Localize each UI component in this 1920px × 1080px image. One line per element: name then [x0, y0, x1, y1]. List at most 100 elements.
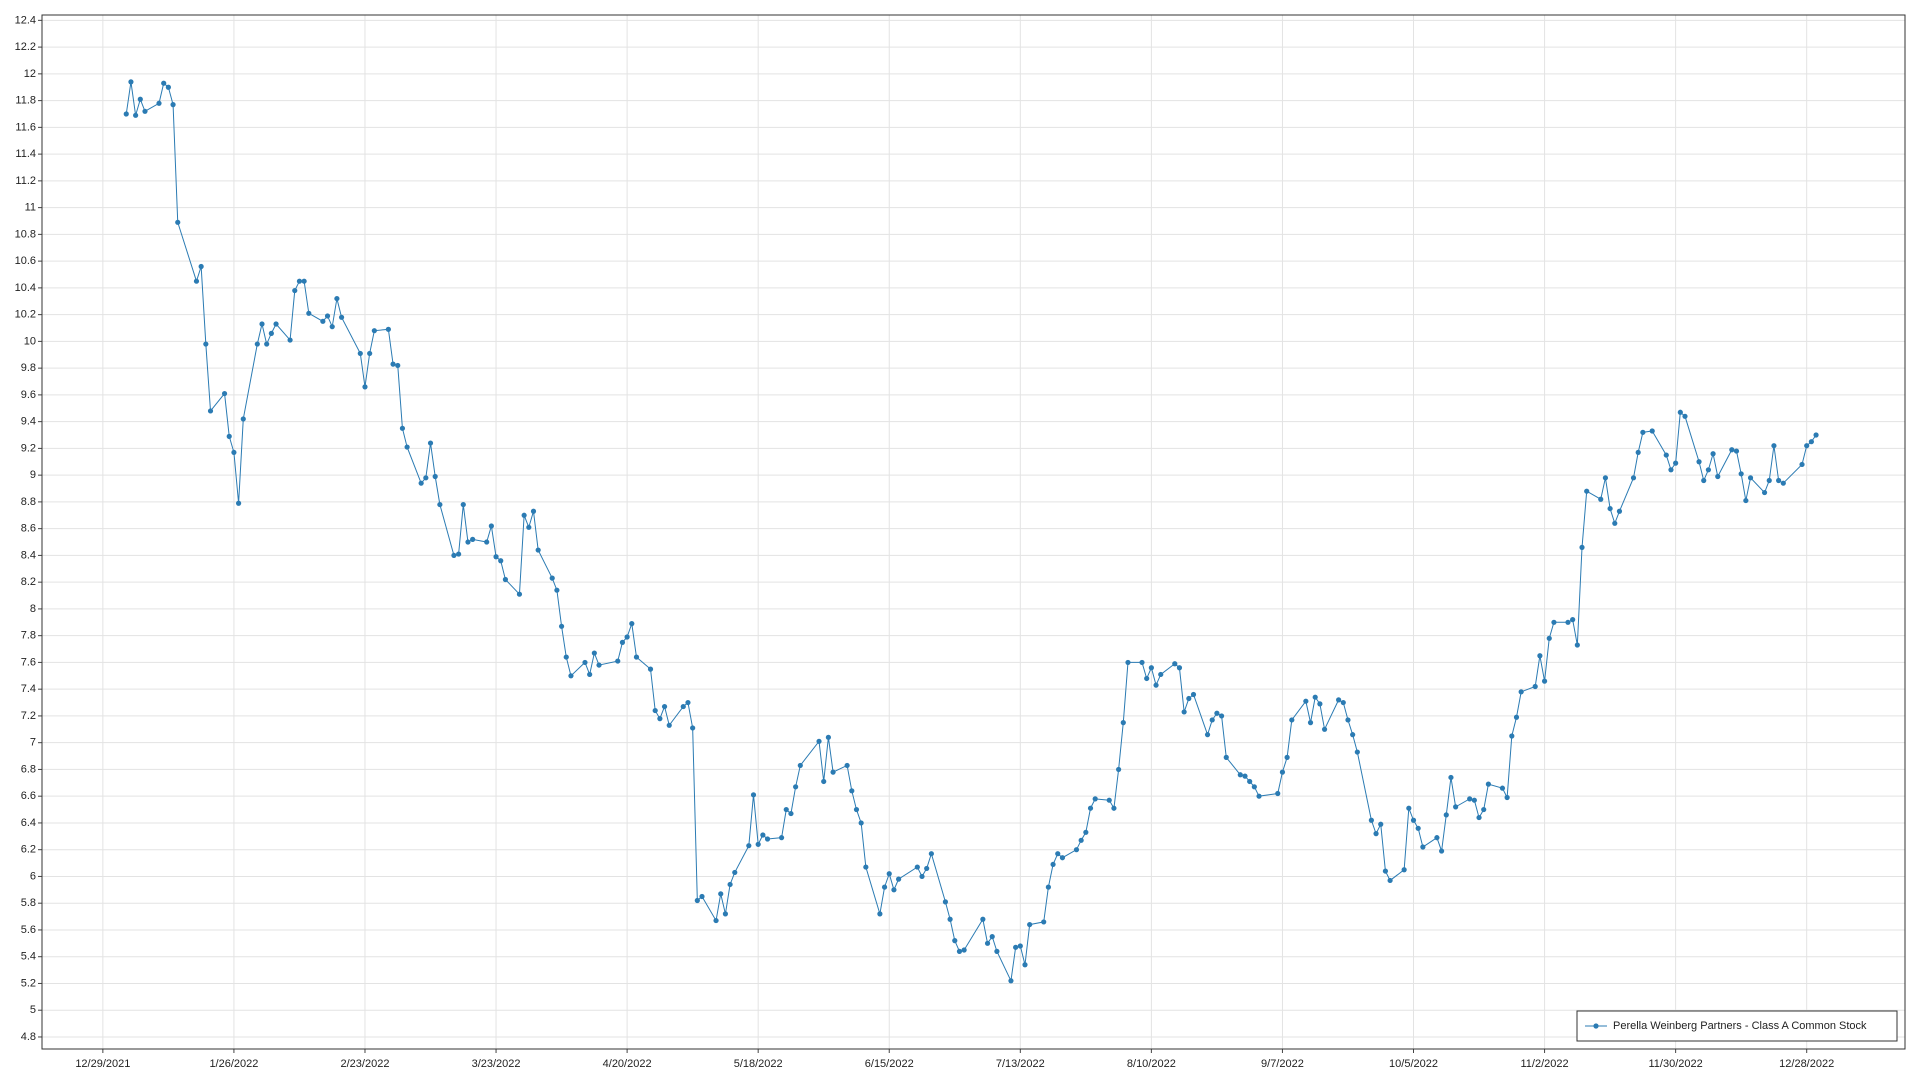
data-point [493, 554, 499, 560]
data-point [1640, 429, 1646, 435]
legend-label: Perella Weinberg Partners - Class A Comm… [1613, 1020, 1867, 1032]
data-point [1378, 821, 1384, 827]
data-point [470, 536, 476, 542]
data-point [1307, 720, 1314, 726]
data-point [1279, 769, 1286, 775]
data-point [1471, 797, 1477, 803]
x-tick-label: 12/28/2022 [1779, 1058, 1834, 1070]
data-point [652, 707, 658, 714]
data-point [1668, 467, 1674, 473]
data-point [1345, 717, 1351, 723]
data-point [1649, 428, 1655, 434]
data-point [292, 287, 298, 294]
data-point [498, 558, 504, 564]
data-point [516, 591, 523, 597]
data-point [1401, 867, 1407, 873]
y-tick-label: 8.2 [21, 576, 36, 588]
data-point [896, 876, 902, 882]
y-tick-label: 12.2 [15, 41, 36, 53]
data-point [825, 734, 831, 740]
data-point [395, 362, 401, 369]
data-point [554, 587, 560, 593]
data-point [633, 654, 640, 660]
data-point [535, 547, 541, 553]
y-tick-label: 7.2 [21, 710, 36, 722]
data-point [783, 806, 789, 813]
data-point [502, 576, 509, 583]
data-point [1087, 805, 1094, 811]
data-point [1673, 460, 1679, 466]
data-point [690, 725, 696, 731]
data-point [1373, 831, 1379, 837]
data-point [881, 884, 888, 890]
data-point [1237, 772, 1243, 778]
data-point [582, 659, 588, 666]
y-tick-label: 7.4 [21, 683, 36, 695]
data-point [1541, 678, 1548, 684]
data-point [329, 324, 335, 330]
data-point [1218, 713, 1225, 719]
data-point [858, 820, 864, 826]
data-point [1499, 785, 1506, 791]
data-point [301, 278, 307, 284]
data-point [619, 639, 626, 645]
data-point [863, 864, 869, 870]
legend-box [1576, 1010, 1898, 1042]
data-point [1059, 855, 1066, 861]
y-tick-label: 5 [30, 1004, 36, 1016]
data-point [273, 321, 279, 327]
data-point [1729, 447, 1735, 453]
y-tick-label: 10.8 [15, 228, 36, 240]
y-tick-label: 4.8 [21, 1031, 36, 1043]
y-tick-label: 9.4 [21, 416, 36, 428]
y-tick-label: 10.4 [15, 282, 36, 294]
y-tick-label: 6.8 [21, 763, 36, 775]
data-point [264, 341, 270, 347]
data-point [680, 703, 686, 710]
data-point [170, 102, 176, 108]
data-point [797, 762, 803, 769]
y-tick-label: 12 [24, 68, 36, 80]
data-point [1176, 665, 1183, 671]
y-tick-label: 5.4 [21, 951, 36, 963]
data-point [451, 552, 457, 559]
data-point [1504, 794, 1510, 801]
data-point [994, 948, 1000, 954]
y-tick-label: 11.6 [15, 121, 36, 133]
data-point [1513, 714, 1520, 720]
data-point [1256, 793, 1262, 799]
data-point [1630, 475, 1637, 481]
x-tick-label: 3/23/2022 [472, 1058, 521, 1070]
y-tick-label: 6 [30, 870, 36, 882]
data-point [1565, 619, 1571, 625]
data-point [1153, 682, 1159, 688]
data-point [750, 792, 757, 798]
data-point [1275, 790, 1281, 797]
x-tick-label: 12/29/2021 [75, 1058, 130, 1070]
data-point [465, 539, 471, 545]
data-point [423, 475, 429, 481]
x-tick-label: 4/20/2022 [603, 1058, 652, 1070]
data-point [1677, 409, 1683, 415]
data-point [427, 440, 434, 446]
data-point [1570, 617, 1576, 623]
x-tick-label: 10/5/2022 [1389, 1058, 1438, 1070]
y-tick-label: 5.6 [21, 924, 36, 936]
data-point [1663, 452, 1669, 458]
data-point [1701, 477, 1707, 484]
data-point [240, 416, 246, 422]
y-tick-label: 12.4 [15, 14, 36, 26]
data-point [1799, 461, 1805, 468]
y-tick-label: 7 [30, 737, 36, 749]
y-tick-label: 6.6 [21, 790, 36, 802]
data-point [1317, 701, 1323, 707]
data-point [1027, 921, 1033, 928]
plot-border [41, 14, 1906, 1050]
data-point [984, 940, 991, 946]
data-point [1303, 698, 1309, 704]
data-point [1368, 817, 1374, 823]
data-point [1771, 443, 1777, 449]
data-point [891, 887, 897, 893]
x-tick-label: 2/23/2022 [341, 1058, 390, 1070]
